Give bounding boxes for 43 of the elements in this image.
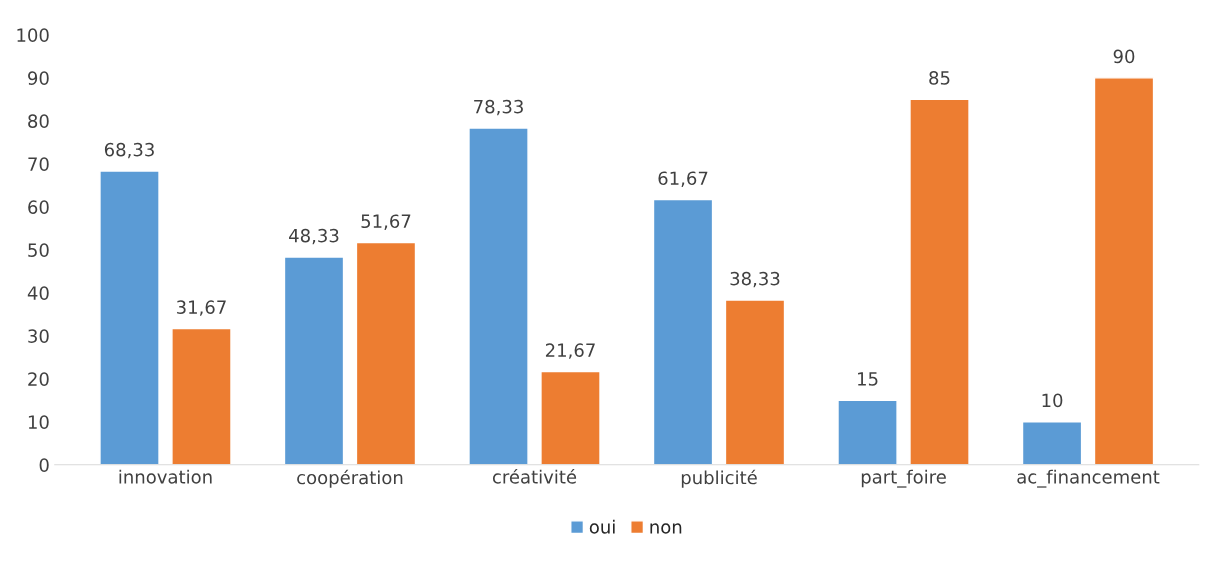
x-tick-label: publicité (681, 469, 757, 488)
y-tick-label: 70 (28, 157, 49, 171)
data-label: 38,33 (730, 271, 780, 288)
y-tick-label: 100 (17, 28, 49, 42)
y-tick-label: 90 (28, 71, 49, 85)
data-label: 68,33 (104, 142, 154, 159)
data-label: 51,67 (361, 214, 411, 230)
data-label: 85 (929, 71, 950, 85)
y-tick-label: 0 (39, 458, 49, 472)
y-tick-label: 10 (28, 415, 49, 429)
y-tick-label: 50 (28, 243, 49, 257)
y-tick-label: 30 (28, 329, 49, 343)
legend-label: oui (589, 519, 615, 534)
bar (652, 198, 714, 465)
data-label: 78,33 (474, 99, 523, 116)
y-tick-label: 80 (28, 114, 49, 128)
x-tick-label: coopération (297, 469, 403, 488)
bar (909, 98, 970, 465)
x-tick-label: ac_financement (1017, 469, 1160, 488)
bar (837, 399, 898, 465)
data-label: 61,67 (658, 171, 708, 187)
bar (540, 370, 601, 465)
data-label: 21,67 (545, 343, 595, 359)
data-label: 90 (1113, 49, 1135, 64)
data-label: 48,33 (289, 228, 339, 245)
y-tick-label: 40 (27, 286, 49, 300)
bar (99, 170, 160, 465)
bar (724, 299, 786, 465)
data-label: 10 (1042, 393, 1063, 408)
bar (355, 241, 417, 465)
x-tick-label: créativité (492, 468, 577, 484)
data-label: 15 (858, 372, 878, 386)
bar (283, 256, 345, 465)
bar (468, 127, 529, 465)
bar (171, 327, 232, 465)
x-tick-label: part_foire (861, 469, 946, 488)
legend-label: non (650, 523, 682, 534)
x-tick-label: innovation (119, 469, 212, 484)
bar (1093, 77, 1155, 465)
data-label: 31,67 (176, 300, 226, 316)
bar (1021, 421, 1083, 465)
y-tick-label: 20 (28, 372, 49, 386)
y-tick-label: 60 (28, 200, 49, 214)
